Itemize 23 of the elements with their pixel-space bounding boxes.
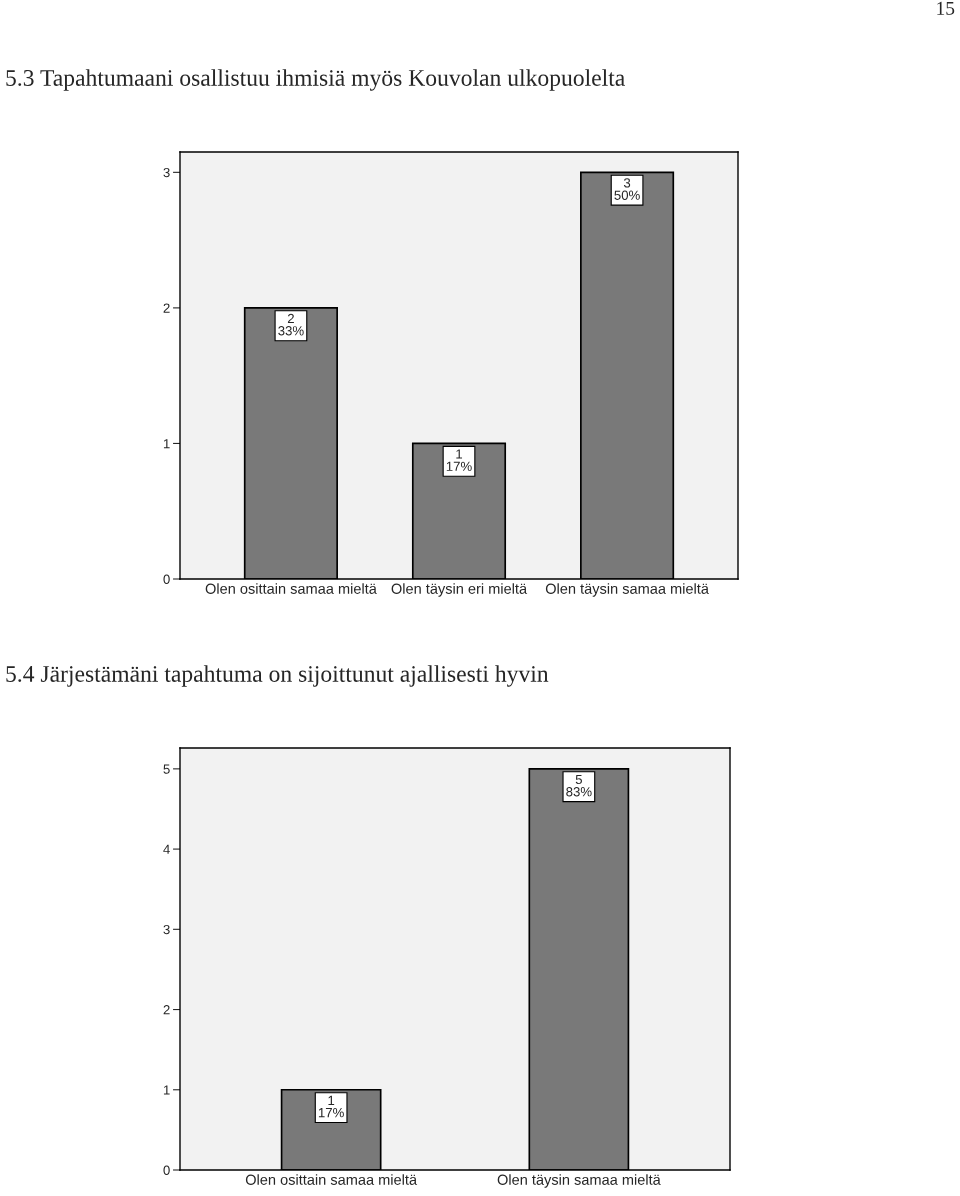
y-tick-label: 0 xyxy=(163,574,170,584)
x-tick-label: Olen täysin eri mieltä xyxy=(391,583,528,597)
y-tick-label: 3 xyxy=(163,924,170,935)
data-label: 2 33% xyxy=(278,313,304,336)
data-label: 1 17% xyxy=(446,449,472,471)
x-tick-label: Olen täysin samaa mieltä xyxy=(545,583,709,597)
y-tick-label: 1 xyxy=(163,439,170,449)
x-tick-label: Olen osittain samaa mieltä xyxy=(205,583,377,594)
y-tick-label: 0 xyxy=(163,1165,170,1175)
y-tick-label: 5 xyxy=(163,764,170,774)
data-label: 5 83% xyxy=(566,774,592,797)
data-label: 1 17% xyxy=(318,1095,344,1118)
y-tick-label: 1 xyxy=(163,1085,170,1095)
y-tick-label: 2 xyxy=(163,1005,170,1015)
text: 15 xyxy=(937,1,955,15)
y-tick-label: 2 xyxy=(163,303,170,313)
y-tick-label: 4 xyxy=(163,844,170,854)
chart-title: 5.4 Järjestämäni tapahtuma on sijoittunut ajallisesti hyvin xyxy=(6,665,549,687)
data-label: 3 50% xyxy=(614,178,640,200)
y-tick-label: 3 xyxy=(163,167,170,178)
chart-title: 5.3 Tapahtumaani osallistuu ihmisiä myös Kouvolan ulkopuolelta xyxy=(6,69,625,91)
x-tick-label: Olen osittain samaa mieltä xyxy=(245,1174,418,1185)
x-tick-label: Olen täysin samaa mieltä xyxy=(497,1174,661,1188)
